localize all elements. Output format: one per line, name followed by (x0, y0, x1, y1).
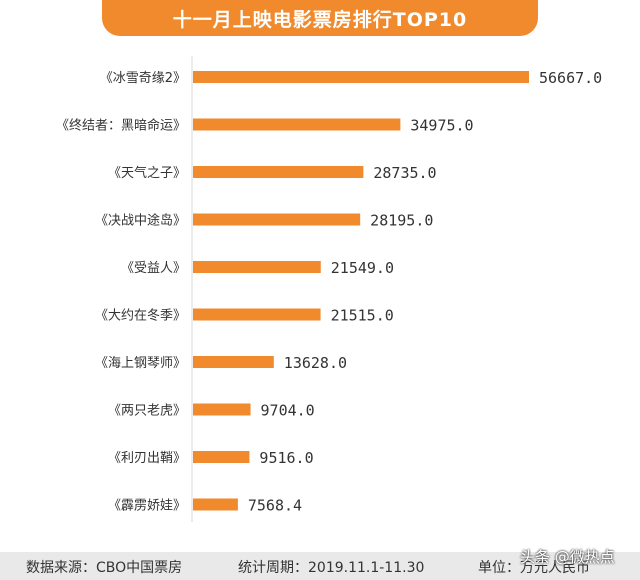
bar (193, 118, 401, 131)
footer-period: 统计周期：2019.11.1-11.30 (238, 560, 425, 576)
category-label: 《两只老虎》 (108, 404, 186, 419)
category-label: 《天气之子》 (108, 165, 186, 181)
value-label: 28735.0 (373, 164, 436, 182)
bar (193, 308, 321, 321)
bar (193, 213, 361, 226)
category-label: 《海上钢琴师》 (95, 356, 186, 371)
value-label: 34975.0 (410, 117, 473, 135)
value-label: 28195.0 (370, 212, 433, 230)
title-banner: 十一月上映电影票房排行TOP10 (102, 0, 538, 36)
category-label: 《终结者：黑暗命运》 (56, 118, 186, 134)
value-label: 9704.0 (261, 402, 315, 420)
bar (193, 403, 251, 416)
category-label: 《大约在冬季》 (95, 308, 186, 324)
value-label: 56667.0 (539, 69, 602, 87)
footer-unit: 单位：万元人民币 (478, 560, 590, 576)
value-label: 13628.0 (284, 354, 347, 372)
category-label: 《霹雳娇娃》 (108, 499, 186, 514)
bar (193, 261, 321, 273)
footer-source: 数据来源：CBO中国票房 (26, 560, 183, 576)
value-label: 7568.4 (248, 497, 302, 515)
category-label: 《决战中途岛》 (95, 213, 186, 229)
value-label: 21549.0 (331, 259, 394, 277)
category-label: 《利刃出鞘》 (108, 451, 186, 466)
bar (193, 451, 250, 463)
value-label: 21515.0 (331, 307, 394, 325)
bar-chart: 《冰雪奇缘2》 56667.0 《终结者：黑暗命运》 34975.0 《天气之子》 287… (56, 56, 602, 522)
category-label: 《受益人》 (121, 261, 186, 276)
bar (193, 356, 274, 368)
value-label: 9516.0 (259, 449, 313, 467)
bar (193, 71, 529, 83)
watermark: 头条 @微热点 (520, 548, 615, 566)
bar (193, 166, 364, 178)
chart-title: 十一月上映电影票房排行TOP10 (172, 8, 468, 31)
bar (193, 498, 238, 511)
category-label: 《冰雪奇缘2》 (100, 70, 186, 86)
footer: 数据来源：CBO中国票房 统计周期：2019.11.1-11.30 单位：万元人… (0, 552, 640, 580)
